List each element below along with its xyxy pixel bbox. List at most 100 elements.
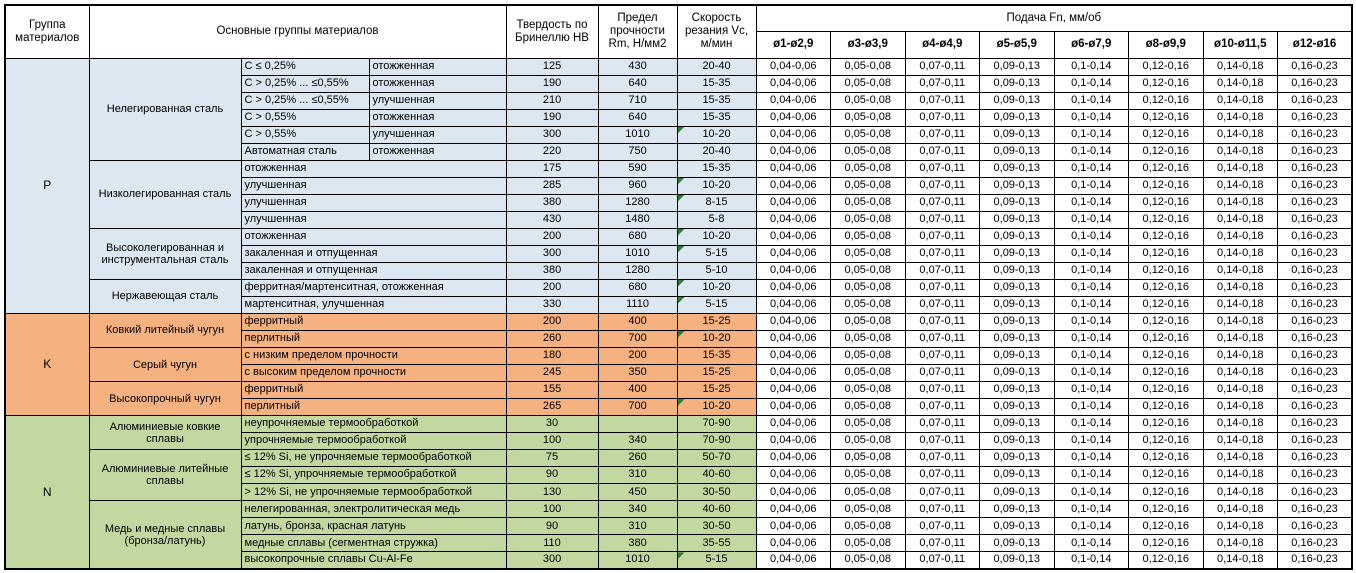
feed-cell: 0,1-0,14 (1053, 176, 1130, 195)
table-row: Низколегированная сталь отожженная 175 590 1… (5, 159, 1353, 229)
table-row: C > 0,25% ... ≤0,55% улучшенная 210 710 15-3… (5, 91, 1353, 110)
feed-cell: 0,05-0,08 (830, 364, 906, 383)
feed-cell: 0,14-0,18 (1202, 278, 1279, 297)
feed-cell: 0,07-0,11 (904, 142, 981, 161)
feed-cell: 0,16-0,23 (1277, 534, 1353, 553)
hardness-cell: 130 (505, 483, 599, 502)
cutting-speed-cell: 15-35 (676, 91, 757, 110)
feed-cell: 0,09-0,13 (979, 398, 1055, 417)
feed-cell: 0,05-0,08 (830, 381, 906, 400)
strength-cell: 1010 (597, 244, 678, 263)
table-body: P Нелегированная сталь C ≤ 0,25% отожженная… (4, 57, 1353, 570)
feed-cell: 0,09-0,13 (979, 57, 1055, 76)
feed-cell: 0,16-0,23 (1277, 57, 1353, 76)
feed-cell: 0,04-0,06 (755, 415, 832, 434)
col-header-feed-range: ø1-ø2,9 (755, 30, 832, 59)
strength-cell: 1480 (597, 210, 678, 229)
feed-cell: 0,12-0,16 (1128, 278, 1204, 297)
cutting-speed-cell: 5-10 (676, 261, 757, 280)
feed-cell: 0,09-0,13 (979, 551, 1055, 570)
feed-cell: 0,04-0,06 (755, 551, 832, 570)
feed-cell: 0,09-0,13 (979, 517, 1055, 536)
feed-cell: 0,14-0,18 (1202, 466, 1279, 485)
feed-cell: 0,14-0,18 (1202, 295, 1279, 314)
feed-cell: 0,05-0,08 (830, 193, 906, 212)
feed-cell: 0,07-0,11 (904, 415, 981, 434)
materials-cutting-table: Группа материалов Основные группы матери… (4, 4, 1354, 570)
feed-cell: 0,07-0,11 (904, 227, 981, 246)
hardness-cell: 220 (505, 142, 599, 161)
col-header-feed-range: ø3-ø3,9 (830, 30, 906, 59)
feed-cell: 0,05-0,08 (830, 466, 906, 485)
cutting-speed-cell: 5-15 (676, 244, 757, 263)
feed-cell: 0,16-0,23 (1277, 125, 1353, 144)
feed-cell: 0,04-0,06 (755, 142, 832, 161)
condition-cell: улучшенная (240, 210, 507, 229)
hardness-cell: 110 (505, 534, 599, 553)
strength-cell: 960 (597, 176, 678, 195)
cutting-speed-cell: 50-70 (676, 449, 757, 468)
cell-flag-icon (678, 552, 685, 560)
condition-cell: упрочняемые термообработкой (240, 432, 507, 451)
feed-cell: 0,12-0,16 (1128, 347, 1204, 366)
feed-cell: 0,05-0,08 (830, 227, 906, 246)
cutting-speed-cell: 10-20 (676, 176, 757, 195)
material-group-cell: Алюминиевые ковкие сплавы (88, 415, 242, 451)
condition-cell: отожженная (240, 159, 507, 178)
condition-cell: отожженная (368, 142, 507, 161)
condition-cell: ферритная/мартенситная, отожженная (240, 278, 507, 297)
strength-cell: 700 (597, 398, 678, 417)
strength-cell: 310 (597, 517, 678, 536)
material-group-cell: Низколегированная сталь (88, 159, 242, 229)
feed-cell: 0,14-0,18 (1202, 125, 1279, 144)
cutting-speed-cell: 15-35 (676, 159, 757, 178)
cell-flag-icon (678, 399, 685, 407)
hardness-cell: 190 (505, 108, 599, 127)
feed-cell: 0,12-0,16 (1128, 381, 1204, 400)
cutting-speed-cell: 40-60 (676, 466, 757, 485)
condition-cell: нелегированная, электролитическая медь (240, 500, 507, 519)
feed-cell: 0,16-0,23 (1277, 227, 1353, 246)
cutting-speed-cell: 30-50 (676, 517, 757, 536)
feed-cell: 0,16-0,23 (1277, 176, 1353, 195)
feed-cell: 0,07-0,11 (904, 329, 981, 349)
feed-cell: 0,07-0,11 (904, 244, 981, 263)
cell-flag-icon (678, 229, 685, 236)
feed-cell: 0,14-0,18 (1202, 193, 1279, 212)
material-group-cell: Алюминиевые литейные сплавы (88, 449, 242, 502)
condition-cell: отожженная (368, 57, 507, 76)
composition-cell: C > 0,25% ... ≤0,55% (240, 74, 370, 93)
feed-cell: 0,09-0,13 (979, 176, 1055, 195)
strength-cell: 700 (597, 329, 678, 349)
feed-cell: 0,14-0,18 (1202, 500, 1279, 519)
table-row: C > 0,55% отожженная 190 640 15-35 0,04-0,06 0… (5, 108, 1353, 127)
feed-cell: 0,09-0,13 (979, 312, 1055, 332)
feed-cell: 0,04-0,06 (755, 500, 832, 519)
feed-cell: 0,09-0,13 (979, 159, 1055, 178)
feed-cell: 0,12-0,16 (1128, 483, 1204, 502)
feed-cell: 0,04-0,06 (755, 534, 832, 553)
group-letter-cell: N (4, 415, 90, 570)
composition-cell: C > 0,55% (240, 125, 370, 144)
cell-flag-icon (678, 127, 685, 134)
feed-cell: 0,1-0,14 (1053, 159, 1130, 178)
feed-cell: 0,1-0,14 (1053, 381, 1130, 400)
feed-cell: 0,14-0,18 (1202, 329, 1279, 349)
hardness-cell: 180 (505, 347, 599, 366)
feed-cell: 0,16-0,23 (1277, 74, 1353, 93)
material-group-cell: Нержавеющая сталь (88, 278, 242, 314)
feed-cell: 0,12-0,16 (1128, 74, 1204, 93)
feed-cell: 0,04-0,06 (755, 432, 832, 451)
feed-cell: 0,12-0,16 (1128, 295, 1204, 314)
composition-cell: C ≤ 0,25% (240, 57, 370, 76)
col-header-main-groups: Основные группы материалов (88, 4, 507, 59)
condition-cell: улучшенная (368, 91, 507, 110)
condition-cell: закаленная и отпущенная (240, 261, 507, 280)
hardness-cell: 300 (505, 244, 599, 263)
feed-cell: 0,04-0,06 (755, 381, 832, 400)
feed-cell: 0,05-0,08 (830, 398, 906, 417)
feed-cell: 0,04-0,06 (755, 347, 832, 366)
feed-cell: 0,12-0,16 (1128, 244, 1204, 263)
composition-cell: C > 0,25% ... ≤0,55% (240, 91, 370, 110)
col-header-feed-range: ø4-ø4,9 (904, 30, 981, 59)
